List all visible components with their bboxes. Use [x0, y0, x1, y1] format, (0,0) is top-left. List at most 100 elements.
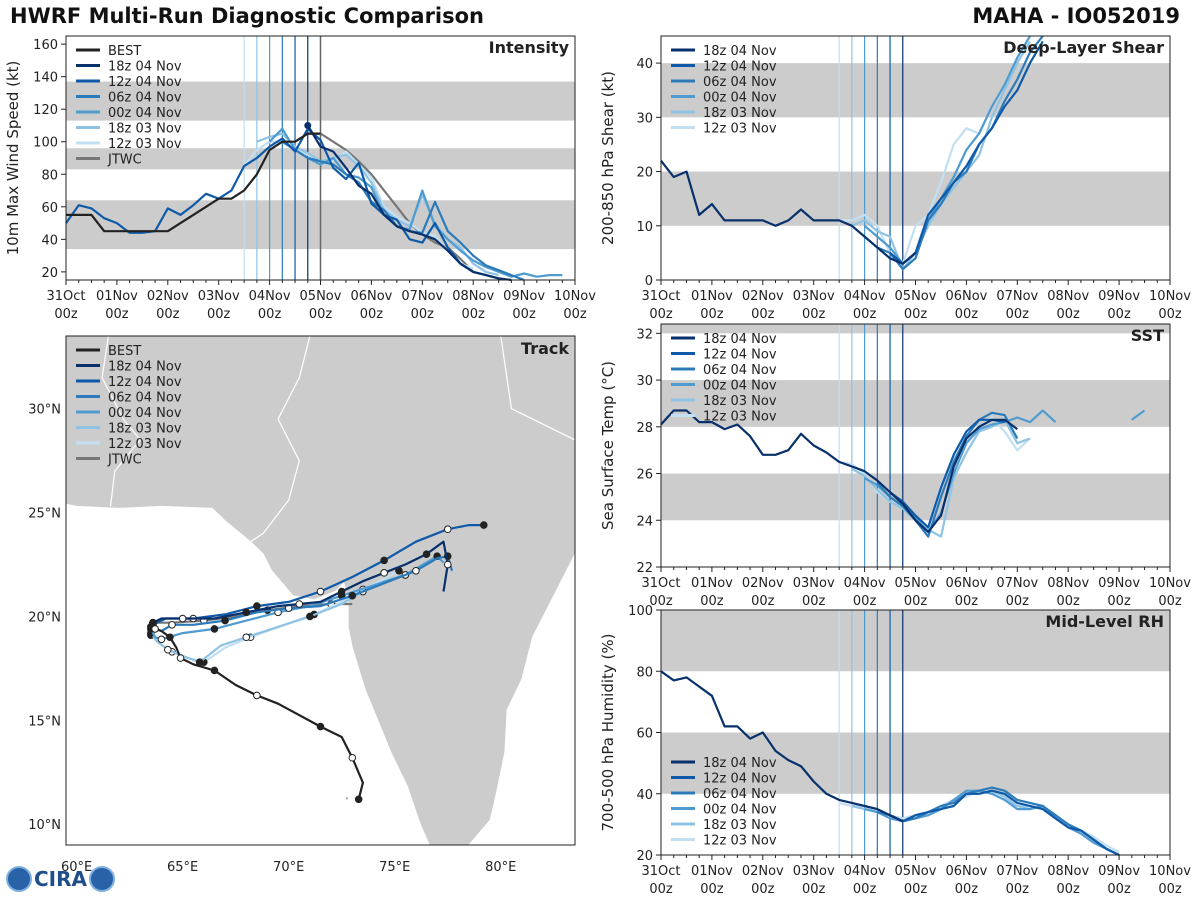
track-point	[151, 625, 159, 633]
track-legend-label: 00z 04 Nov	[108, 406, 182, 421]
intensity-ylabel: 10m Max Wind Speed (kt)	[4, 61, 22, 256]
track-point	[380, 556, 388, 565]
rh-band	[661, 610, 1170, 672]
rh-xtick-label: 31Oct	[641, 864, 680, 879]
rh-legend-label: 18z 04 Nov	[703, 756, 777, 771]
chart-intensity: 20 40 60 80 100 120 140 160 31Oct 00z 01Nov 00z 02No…	[4, 35, 596, 322]
intensity-ytick-label: 40	[41, 233, 58, 248]
intensity-xtick-label: 03Nov	[198, 289, 240, 304]
track-point	[354, 795, 363, 804]
rh-ytick-label: 80	[636, 665, 653, 680]
track-point	[480, 521, 488, 529]
intensity-xtick-label: 08Nov	[452, 289, 494, 304]
shear-legend-label: 00z 04 Nov	[703, 91, 777, 106]
intensity-xtick-label: 00z	[258, 307, 282, 322]
sst-xtick-label: 00z	[1057, 594, 1081, 609]
track-point	[295, 600, 304, 608]
track-legend-label: JTWC	[107, 453, 142, 468]
shear-legend-label: 12z 04 Nov	[703, 60, 777, 75]
sst-xtick-label: 03Nov	[793, 576, 835, 591]
intensity-legend-label: 18z 04 Nov	[108, 60, 182, 75]
track-border-line	[250, 336, 311, 543]
intensity-series-line	[66, 132, 321, 233]
sst-xtick-label: 00z	[751, 594, 775, 609]
rh-series-line	[838, 789, 1120, 853]
shear-xtick-label: 04Nov	[844, 289, 886, 304]
sst-ytick-label: 24	[636, 514, 653, 529]
track-point	[164, 645, 172, 654]
intensity-ytick-label: 80	[41, 168, 58, 183]
rh-legend-label: 12z 04 Nov	[703, 772, 777, 787]
intensity-run-marker	[304, 121, 312, 129]
shear-xtick-label: 00z	[751, 307, 775, 322]
sst-series-line	[876, 411, 1019, 538]
sst-xtick-label: 00z	[853, 594, 877, 609]
sst-xtick-label: 31Oct	[641, 576, 680, 591]
track-point	[422, 550, 431, 558]
rh-xtick-label: 00z	[751, 882, 775, 897]
sst-xtick-label: 07Nov	[996, 576, 1038, 591]
sst-ytick-label: 32	[636, 327, 653, 342]
track-ytick-label: 25°N	[28, 507, 61, 522]
sst-legend-label: 00z 04 Nov	[703, 379, 777, 394]
intensity-xtick-label: 05Nov	[300, 289, 342, 304]
track-border-line	[500, 336, 575, 441]
sst-xtick-label: 00z	[955, 594, 979, 609]
track-point	[348, 591, 357, 600]
intensity-xtick-label: 00z	[156, 307, 180, 322]
rh-ytick-label: 60	[636, 727, 653, 742]
track-xtick-label: 65°E	[167, 860, 198, 875]
intensity-xtick-label: 02Nov	[147, 289, 189, 304]
track-map	[66, 336, 575, 845]
shear-legend-label: 12z 03 Nov	[703, 122, 777, 137]
rh-ytick-label: 40	[636, 788, 653, 803]
page-title: HWRF Multi-Run Diagnostic Comparison	[10, 4, 485, 28]
intensity-xtick-label: 00z	[105, 307, 129, 322]
rh-ytick-label: 100	[628, 604, 653, 619]
rh-xtick-label: 09Nov	[1098, 864, 1140, 879]
sst-series-line	[889, 418, 1005, 529]
chart-sst: 22 24 26 28 30 32 31Oct 00z 01Nov 00z 02Nov 00z 03No…	[599, 323, 1191, 609]
sst-xtick-label: 08Nov	[1047, 576, 1089, 591]
intensity-xtick-label: 09Nov	[503, 289, 545, 304]
track-point	[178, 614, 187, 623]
track-point	[221, 616, 229, 625]
intensity-ytick-label: 160	[33, 38, 58, 53]
track-legend-label: 06z 04 Nov	[108, 391, 182, 406]
rh-xtick-label: 05Nov	[895, 864, 937, 879]
chart-rh: 20 40 60 80 100 31Oct 00z 01Nov 00z 02Nov 00z 03Nov…	[599, 604, 1191, 897]
intensity-legend-label: BEST	[108, 44, 141, 59]
rh-xtick-label: 00z	[649, 882, 673, 897]
rh-xtick-label: 06Nov	[945, 864, 987, 879]
track-xtick-label: 80°E	[485, 860, 516, 875]
sst-ylabel: Sea Surface Temp (°C)	[599, 361, 617, 530]
rh-band	[661, 732, 1170, 794]
sst-band	[661, 473, 1170, 521]
shear-xtick-label: 00z	[649, 307, 673, 322]
shear-legend-label: 18z 04 Nov	[703, 44, 777, 59]
sst-band	[661, 324, 1170, 334]
track-line	[152, 540, 449, 624]
sst-xtick-label: 05Nov	[895, 576, 937, 591]
track-point	[157, 635, 166, 644]
rh-xtick-label: 03Nov	[793, 864, 835, 879]
rh-xtick-label: 00z	[853, 882, 877, 897]
sst-xtick-label: 00z	[1006, 594, 1030, 609]
intensity-series-line	[306, 124, 512, 282]
intensity-ytick-label: 60	[41, 201, 58, 216]
track-point	[253, 691, 261, 700]
track-frame	[65, 335, 576, 846]
sst-xtick-label: 00z	[1107, 594, 1131, 609]
track-ytick-label: 15°N	[28, 714, 61, 729]
sst-legend-label: 18z 04 Nov	[703, 332, 777, 347]
track-point	[316, 722, 325, 731]
track-title: Track	[521, 339, 569, 358]
logo-text: CIRA	[34, 867, 87, 891]
intensity-legend-label: 00z 04 Nov	[108, 106, 182, 121]
track-point	[412, 566, 420, 575]
track-legend-label: BEST	[108, 344, 141, 359]
rh-xtick-label: 00z	[1057, 882, 1081, 897]
shear-xtick-label: 10Nov	[1149, 289, 1191, 304]
rh-legend-label: 12z 03 Nov	[703, 834, 777, 849]
sst-title: SST	[1131, 326, 1164, 345]
